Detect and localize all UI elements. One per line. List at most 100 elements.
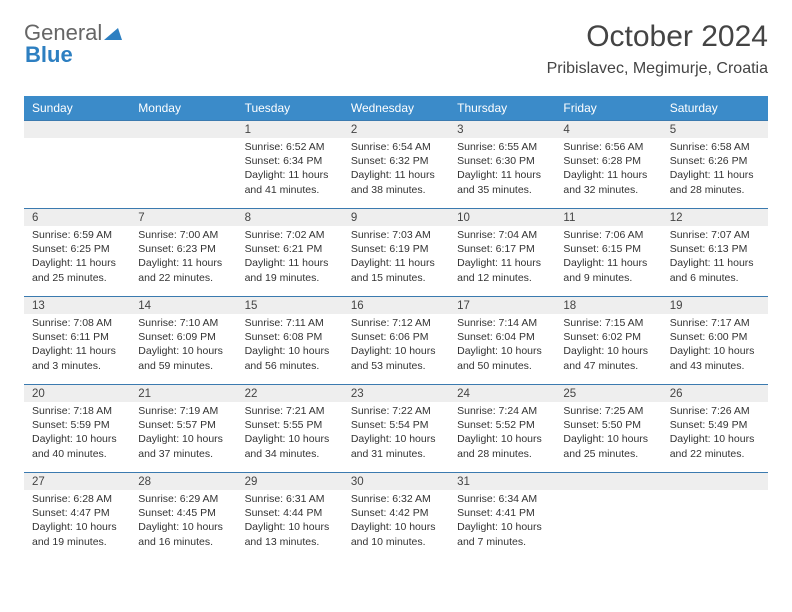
sunset-text: Sunset: 6:30 PM <box>457 154 547 168</box>
calendar-cell: 13Sunrise: 7:08 AMSunset: 6:11 PMDayligh… <box>24 296 130 384</box>
day-number: 21 <box>130 384 236 402</box>
day-content: Sunrise: 6:28 AMSunset: 4:47 PMDaylight:… <box>24 490 130 553</box>
day-number-empty <box>24 120 130 138</box>
day-header: Thursday <box>449 96 555 120</box>
day-number-empty <box>130 120 236 138</box>
calendar-cell: 29Sunrise: 6:31 AMSunset: 4:44 PMDayligh… <box>237 472 343 560</box>
calendar-cell: 4Sunrise: 6:56 AMSunset: 6:28 PMDaylight… <box>555 120 661 208</box>
calendar-cell <box>662 472 768 560</box>
day-number: 26 <box>662 384 768 402</box>
day-content: Sunrise: 6:34 AMSunset: 4:41 PMDaylight:… <box>449 490 555 553</box>
calendar-cell: 2Sunrise: 6:54 AMSunset: 6:32 PMDaylight… <box>343 120 449 208</box>
daylight-text: Daylight: 10 hours and 37 minutes. <box>138 432 228 460</box>
calendar-cell: 20Sunrise: 7:18 AMSunset: 5:59 PMDayligh… <box>24 384 130 472</box>
day-number: 6 <box>24 208 130 226</box>
day-content: Sunrise: 7:12 AMSunset: 6:06 PMDaylight:… <box>343 314 449 377</box>
day-number: 23 <box>343 384 449 402</box>
day-content: Sunrise: 6:58 AMSunset: 6:26 PMDaylight:… <box>662 138 768 201</box>
calendar-cell: 1Sunrise: 6:52 AMSunset: 6:34 PMDaylight… <box>237 120 343 208</box>
calendar-cell <box>555 472 661 560</box>
day-content: Sunrise: 6:32 AMSunset: 4:42 PMDaylight:… <box>343 490 449 553</box>
calendar-cell: 28Sunrise: 6:29 AMSunset: 4:45 PMDayligh… <box>130 472 236 560</box>
sunrise-text: Sunrise: 7:18 AM <box>32 404 122 418</box>
sunset-text: Sunset: 4:41 PM <box>457 506 547 520</box>
daylight-text: Daylight: 11 hours and 3 minutes. <box>32 344 122 372</box>
day-number: 20 <box>24 384 130 402</box>
day-header: Monday <box>130 96 236 120</box>
day-content: Sunrise: 6:29 AMSunset: 4:45 PMDaylight:… <box>130 490 236 553</box>
day-content: Sunrise: 6:52 AMSunset: 6:34 PMDaylight:… <box>237 138 343 201</box>
day-header: Friday <box>555 96 661 120</box>
daylight-text: Daylight: 11 hours and 19 minutes. <box>245 256 335 284</box>
day-number: 28 <box>130 472 236 490</box>
day-number: 16 <box>343 296 449 314</box>
day-content: Sunrise: 7:24 AMSunset: 5:52 PMDaylight:… <box>449 402 555 465</box>
sunset-text: Sunset: 6:02 PM <box>563 330 653 344</box>
sunset-text: Sunset: 5:49 PM <box>670 418 760 432</box>
month-title: October 2024 <box>547 20 768 54</box>
sunset-text: Sunset: 6:13 PM <box>670 242 760 256</box>
sunset-text: Sunset: 6:28 PM <box>563 154 653 168</box>
sunset-text: Sunset: 6:32 PM <box>351 154 441 168</box>
sunrise-text: Sunrise: 7:15 AM <box>563 316 653 330</box>
sunrise-text: Sunrise: 7:10 AM <box>138 316 228 330</box>
sunset-text: Sunset: 6:26 PM <box>670 154 760 168</box>
sunrise-text: Sunrise: 7:25 AM <box>563 404 653 418</box>
day-number: 1 <box>237 120 343 138</box>
day-content: Sunrise: 7:21 AMSunset: 5:55 PMDaylight:… <box>237 402 343 465</box>
daylight-text: Daylight: 10 hours and 53 minutes. <box>351 344 441 372</box>
sunrise-text: Sunrise: 6:32 AM <box>351 492 441 506</box>
sunrise-text: Sunrise: 7:21 AM <box>245 404 335 418</box>
sunrise-text: Sunrise: 7:19 AM <box>138 404 228 418</box>
day-number: 27 <box>24 472 130 490</box>
day-header: Sunday <box>24 96 130 120</box>
calendar-cell: 26Sunrise: 7:26 AMSunset: 5:49 PMDayligh… <box>662 384 768 472</box>
day-content: Sunrise: 7:02 AMSunset: 6:21 PMDaylight:… <box>237 226 343 289</box>
sunset-text: Sunset: 4:42 PM <box>351 506 441 520</box>
daylight-text: Daylight: 10 hours and 31 minutes. <box>351 432 441 460</box>
daylight-text: Daylight: 11 hours and 28 minutes. <box>670 168 760 196</box>
sunset-text: Sunset: 6:21 PM <box>245 242 335 256</box>
logo-blue-wrap: Blue <box>24 42 73 68</box>
day-number: 4 <box>555 120 661 138</box>
calendar-cell: 11Sunrise: 7:06 AMSunset: 6:15 PMDayligh… <box>555 208 661 296</box>
day-content: Sunrise: 7:19 AMSunset: 5:57 PMDaylight:… <box>130 402 236 465</box>
sunset-text: Sunset: 5:50 PM <box>563 418 653 432</box>
sunrise-text: Sunrise: 7:08 AM <box>32 316 122 330</box>
calendar-week-row: 13Sunrise: 7:08 AMSunset: 6:11 PMDayligh… <box>24 296 768 384</box>
calendar-cell: 25Sunrise: 7:25 AMSunset: 5:50 PMDayligh… <box>555 384 661 472</box>
day-content: Sunrise: 7:15 AMSunset: 6:02 PMDaylight:… <box>555 314 661 377</box>
daylight-text: Daylight: 11 hours and 41 minutes. <box>245 168 335 196</box>
day-content: Sunrise: 7:25 AMSunset: 5:50 PMDaylight:… <box>555 402 661 465</box>
sunrise-text: Sunrise: 7:26 AM <box>670 404 760 418</box>
day-content: Sunrise: 6:54 AMSunset: 6:32 PMDaylight:… <box>343 138 449 201</box>
calendar-cell: 6Sunrise: 6:59 AMSunset: 6:25 PMDaylight… <box>24 208 130 296</box>
sunset-text: Sunset: 4:44 PM <box>245 506 335 520</box>
sunrise-text: Sunrise: 7:02 AM <box>245 228 335 242</box>
day-content: Sunrise: 7:03 AMSunset: 6:19 PMDaylight:… <box>343 226 449 289</box>
calendar-cell: 7Sunrise: 7:00 AMSunset: 6:23 PMDaylight… <box>130 208 236 296</box>
sunset-text: Sunset: 6:17 PM <box>457 242 547 256</box>
calendar-cell: 21Sunrise: 7:19 AMSunset: 5:57 PMDayligh… <box>130 384 236 472</box>
calendar-cell: 30Sunrise: 6:32 AMSunset: 4:42 PMDayligh… <box>343 472 449 560</box>
day-content: Sunrise: 7:14 AMSunset: 6:04 PMDaylight:… <box>449 314 555 377</box>
day-header: Saturday <box>662 96 768 120</box>
sunrise-text: Sunrise: 7:11 AM <box>245 316 335 330</box>
day-number: 8 <box>237 208 343 226</box>
daylight-text: Daylight: 11 hours and 12 minutes. <box>457 256 547 284</box>
daylight-text: Daylight: 11 hours and 38 minutes. <box>351 168 441 196</box>
day-number: 24 <box>449 384 555 402</box>
day-content: Sunrise: 7:08 AMSunset: 6:11 PMDaylight:… <box>24 314 130 377</box>
calendar-week-row: 27Sunrise: 6:28 AMSunset: 4:47 PMDayligh… <box>24 472 768 560</box>
calendar-week-row: 20Sunrise: 7:18 AMSunset: 5:59 PMDayligh… <box>24 384 768 472</box>
sunrise-text: Sunrise: 7:24 AM <box>457 404 547 418</box>
title-block: October 2024 Pribislavec, Megimurje, Cro… <box>547 20 768 78</box>
day-number: 31 <box>449 472 555 490</box>
day-header: Tuesday <box>237 96 343 120</box>
day-number: 18 <box>555 296 661 314</box>
daylight-text: Daylight: 11 hours and 6 minutes. <box>670 256 760 284</box>
calendar-cell: 22Sunrise: 7:21 AMSunset: 5:55 PMDayligh… <box>237 384 343 472</box>
location-text: Pribislavec, Megimurje, Croatia <box>547 60 768 78</box>
sunrise-text: Sunrise: 6:56 AM <box>563 140 653 154</box>
day-number: 22 <box>237 384 343 402</box>
